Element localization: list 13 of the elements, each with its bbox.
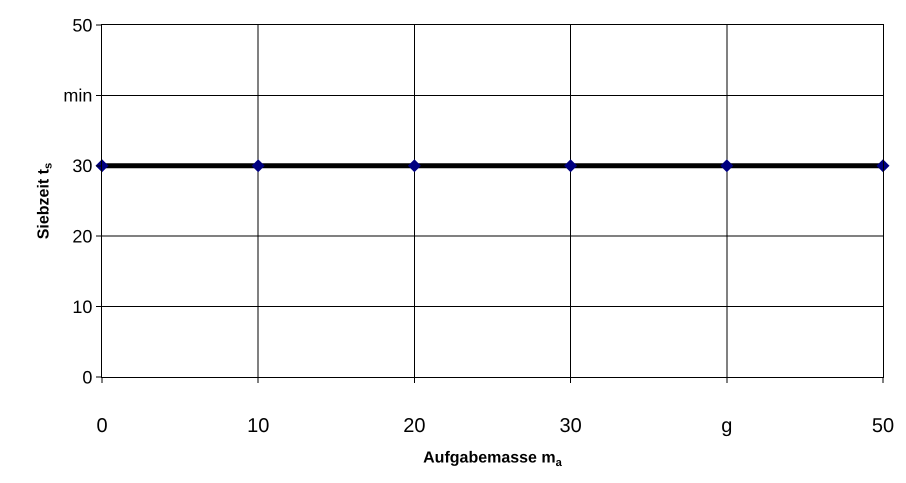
x-tick-label: 20 — [403, 415, 426, 437]
x-tick-label: 0 — [96, 415, 108, 437]
y-tick-label: 50 — [72, 15, 92, 36]
y-tick-label: 0 — [82, 367, 92, 388]
y-tick-label: min — [63, 86, 92, 106]
y-tick-label: 30 — [72, 156, 92, 176]
x-tick-label: g — [721, 415, 732, 437]
x-axis-title: Aufgabemasse m$_{a}$ — [423, 450, 563, 470]
y-tick-label: 20 — [72, 226, 92, 246]
x-tick-label: 30 — [559, 415, 582, 437]
x-tick-label: 50 — [872, 415, 894, 437]
x-tick-label: 10 — [247, 415, 270, 437]
y-tick-label: 10 — [72, 296, 92, 317]
